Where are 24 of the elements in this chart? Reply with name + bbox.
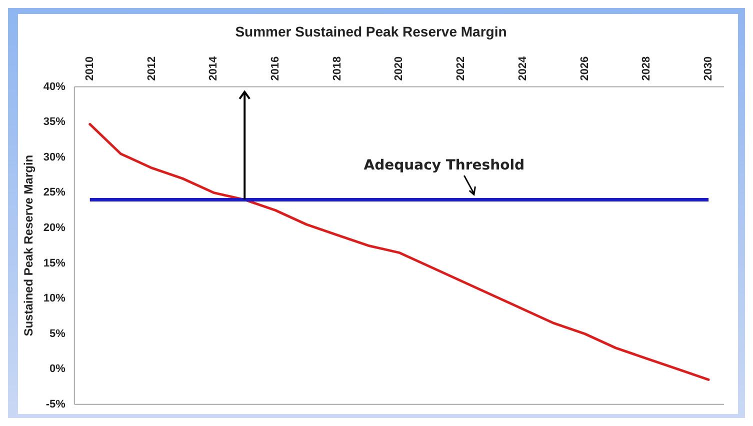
x-tick-label: 2020 (393, 56, 406, 81)
y-tick-label: 5% (50, 328, 66, 340)
x-tick-label: 2028 (640, 56, 653, 81)
x-tick-label: 2026 (578, 56, 591, 81)
x-tick-label: 2018 (331, 56, 344, 81)
y-tick-label: 20% (43, 222, 66, 234)
x-tick-label: 2030 (702, 56, 715, 81)
y-tick-label: 10% (43, 292, 66, 305)
y-tick-label: 35% (43, 116, 66, 128)
y-tick-label: 15% (43, 257, 66, 270)
y-tick-label: 25% (43, 186, 66, 199)
y-axis-title: Sustained Peak Reserve Margin (22, 154, 36, 336)
x-tick-label: 2010 (84, 56, 96, 81)
y-tick-label: 40% (43, 80, 66, 93)
y-tick-label: -5% (46, 398, 66, 410)
x-tick-label: 2012 (146, 56, 158, 81)
x-tick-label: 2014 (208, 55, 220, 81)
chart-title: Summer Sustained Peak Reserve Margin (235, 23, 507, 40)
y-tick-label: 0% (50, 363, 66, 376)
ref-line-label: Adequacy Threshold (364, 157, 525, 174)
x-tick-label: 2024 (516, 55, 529, 81)
x-tick-label: 2022 (455, 56, 468, 81)
x-tick-label: 2016 (270, 56, 282, 81)
y-tick-label: 30% (43, 151, 66, 164)
